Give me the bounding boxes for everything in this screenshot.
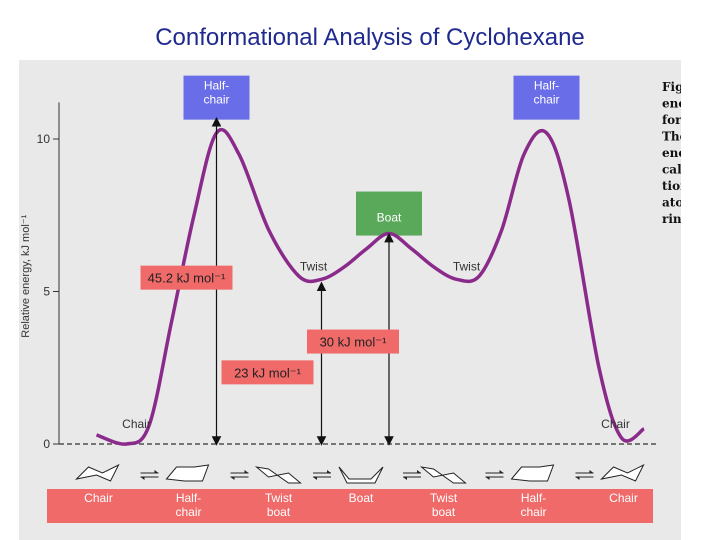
equilibrium-back-head-3 bbox=[313, 477, 317, 480]
conformer-sketch-3 bbox=[254, 466, 302, 484]
conformer-sketch-4 bbox=[338, 466, 384, 484]
equilibrium-forward-head-6 bbox=[589, 470, 594, 473]
conformer-label-7: Chair bbox=[609, 491, 638, 505]
conformer-label-4: Boat bbox=[349, 491, 374, 505]
y-tick-label-0: 0 bbox=[43, 437, 50, 451]
equilibrium-forward-head-1 bbox=[154, 470, 159, 473]
conformer-strip: Chair Half-chair Twist boat Boat Twist boat Hal… bbox=[47, 463, 653, 523]
state-box-boat bbox=[356, 191, 422, 236]
state-box-half_chair_l bbox=[183, 75, 250, 120]
conformer-label-5: Twist boat bbox=[430, 491, 458, 519]
state-box-half_chair_r bbox=[513, 75, 580, 120]
equilibrium-forward-head-2 bbox=[244, 470, 249, 473]
state-label-boat: Boat bbox=[377, 211, 402, 225]
equilibrium-forward-head-5 bbox=[499, 470, 504, 473]
equilibrium-back-head-6 bbox=[575, 477, 580, 480]
conformer-label-band bbox=[47, 489, 653, 523]
caption-fragment-1: Fig bbox=[662, 80, 681, 94]
energy-label-box-3 bbox=[307, 329, 399, 354]
energy-label-3: 30 kJ mol⁻¹ bbox=[320, 335, 387, 350]
conformer-label-3: Twist boat bbox=[265, 491, 293, 519]
conformer-label-6: Half-chair bbox=[520, 491, 546, 519]
equilibrium-back-head-2 bbox=[230, 477, 235, 480]
energy-label-box-1 bbox=[140, 265, 233, 290]
state-label-half_chair_r: Half-chair bbox=[533, 79, 559, 107]
slide-title: Conformational Analysis of Cyclohexane bbox=[155, 24, 585, 51]
state-label-twist_r: Twist bbox=[453, 259, 481, 273]
caption-fragment-6: cal bbox=[662, 163, 681, 177]
energy-diagram-chart: 0 5 10 Relative energy, kJ mol⁻¹ 45.2 kJ mo… bbox=[20, 75, 681, 523]
caption-fragment-4: The bbox=[662, 130, 681, 144]
conformer-sketch-5 bbox=[419, 466, 467, 484]
state-label-Chart_chair_l: Chair bbox=[122, 417, 151, 431]
state-label-half_chair_l: Half-chair bbox=[203, 79, 229, 107]
y-axis-title: Relative energy, kJ mol⁻¹ bbox=[20, 214, 32, 337]
energy-label-1: 45.2 kJ mol⁻¹ bbox=[148, 271, 226, 286]
conformer-sketch-1 bbox=[74, 463, 120, 482]
caption-fragment-7: tion bbox=[662, 179, 681, 193]
caption-fragment-8: ato bbox=[662, 196, 681, 210]
caption-fragment-9: rin bbox=[662, 212, 681, 226]
figure-caption-fragment: Fig ene for The ene cal tion ato rin bbox=[662, 80, 681, 226]
equilibrium-forward-head-4 bbox=[417, 470, 421, 473]
energy-label-box-2 bbox=[221, 360, 314, 385]
equilibrium-back-head-1 bbox=[140, 477, 145, 480]
equilibrium-back-head-5 bbox=[485, 477, 490, 480]
energy-diagram-figure: 0 5 10 Relative energy, kJ mol⁻¹ 45.2 kJ mo… bbox=[19, 60, 681, 540]
conformer-sketch-6 bbox=[510, 464, 555, 482]
caption-fragment-5: ene bbox=[662, 146, 681, 160]
state-label-twist_l: Twist bbox=[300, 259, 328, 273]
y-tick-label-10: 10 bbox=[37, 132, 51, 146]
conformer-label-1: Chair bbox=[84, 491, 113, 505]
equilibrium-back-head-4 bbox=[403, 477, 407, 480]
caption-fragment-2: ene bbox=[662, 97, 681, 111]
energy-label-2: 23 kJ mol⁻¹ bbox=[234, 365, 301, 380]
state-labels: Chair Half-chair Twist Boat Twist Half-chair C… bbox=[122, 79, 630, 431]
conformer-sketch-2 bbox=[165, 464, 210, 482]
energy-curve-group bbox=[95, 127, 646, 446]
equilibrium-forward-head-3 bbox=[327, 470, 331, 473]
state-label-chair_r: Chair bbox=[601, 417, 630, 431]
conformer-sketch-7 bbox=[599, 463, 645, 482]
conformer-label-2: Half-chair bbox=[175, 491, 201, 519]
state-boxes bbox=[183, 75, 580, 236]
energy-curve bbox=[95, 127, 646, 446]
axes: 0 5 10 Relative energy, kJ mol⁻¹ bbox=[20, 102, 659, 451]
energy-arrows: 45.2 kJ mol⁻¹ 23 kJ mol⁻¹ 30 kJ mol⁻¹ bbox=[140, 116, 399, 446]
y-tick-label-5: 5 bbox=[43, 285, 50, 299]
caption-fragment-3: for bbox=[662, 113, 681, 127]
